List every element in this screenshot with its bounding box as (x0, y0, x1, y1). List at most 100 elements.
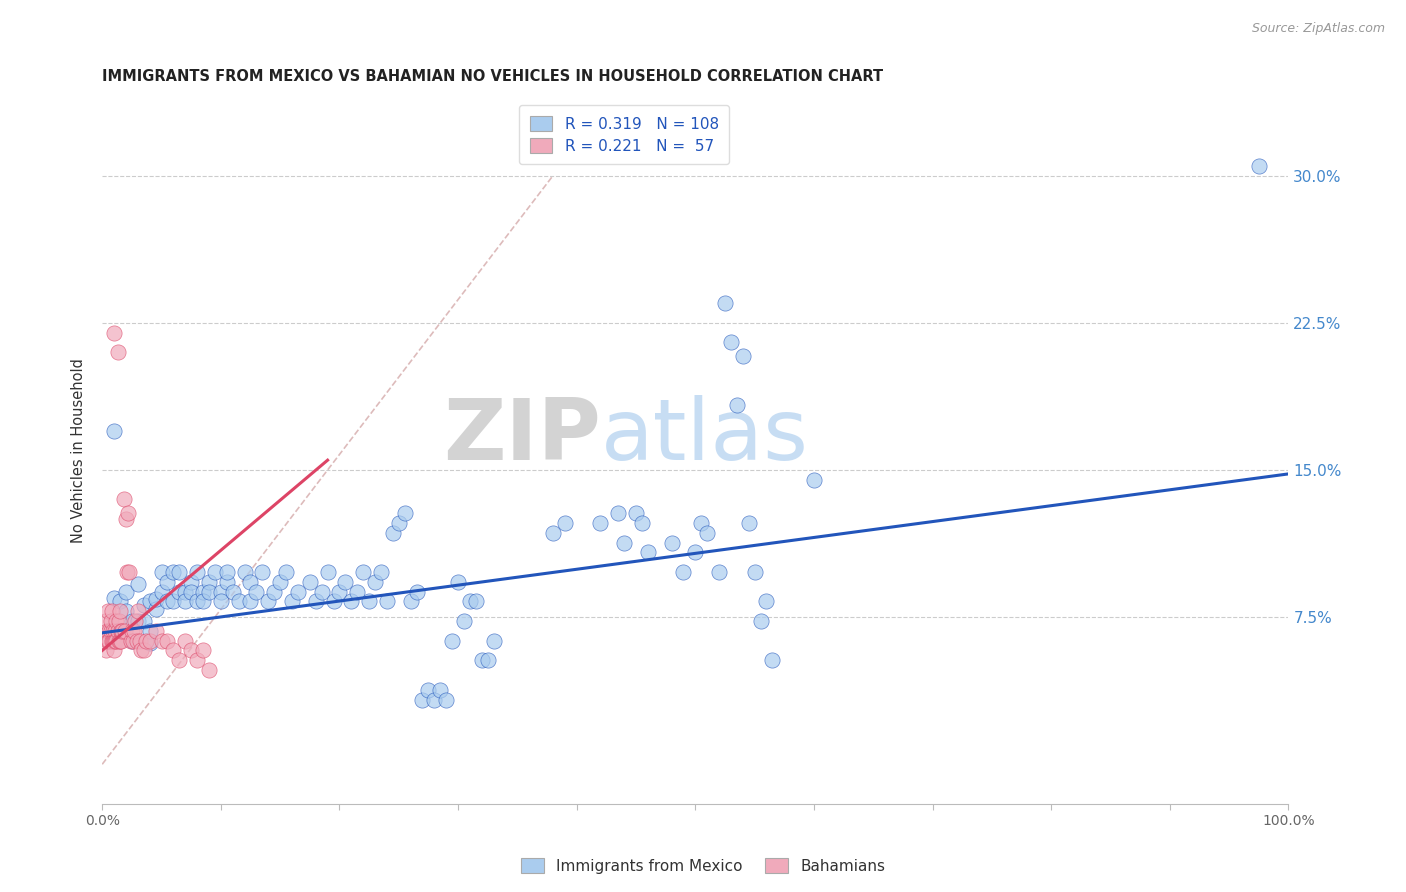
Point (744, 565, 766, 579)
Point (174, 584, 197, 599)
Point (121, 633, 143, 648)
Point (274, 565, 297, 579)
Point (115, 584, 138, 599)
Point (328, 584, 350, 599)
Point (103, 643, 125, 657)
Point (755, 594, 778, 608)
Point (464, 594, 486, 608)
Point (731, 349, 754, 363)
Point (340, 594, 363, 608)
Point (108, 594, 131, 608)
Point (150, 565, 173, 579)
Point (127, 604, 149, 618)
Point (138, 594, 160, 608)
Point (145, 592, 167, 607)
Point (115, 512, 138, 526)
Point (100, 633, 122, 648)
Point (186, 594, 208, 608)
Point (105, 633, 128, 648)
Point (169, 584, 191, 599)
Point (162, 643, 184, 657)
Point (156, 594, 179, 608)
Point (370, 565, 392, 579)
Point (132, 614, 155, 628)
Point (115, 604, 138, 618)
Point (228, 594, 250, 608)
Point (117, 506, 139, 520)
Point (105, 614, 128, 628)
Point (103, 591, 125, 605)
Point (453, 614, 475, 628)
Point (108, 604, 131, 618)
Point (145, 602, 167, 616)
Point (381, 525, 404, 540)
Point (132, 643, 155, 657)
Point (707, 565, 730, 579)
Point (215, 574, 238, 589)
Text: Source: ZipAtlas.com: Source: ZipAtlas.com (1251, 22, 1385, 36)
Point (174, 633, 197, 648)
Point (104, 633, 127, 648)
Point (169, 565, 191, 579)
Point (411, 692, 433, 706)
Point (222, 584, 245, 599)
Point (215, 565, 238, 579)
Point (186, 565, 208, 579)
Point (156, 633, 179, 648)
Point (118, 565, 141, 579)
Point (191, 594, 214, 608)
Point (97, 604, 120, 618)
Point (554, 516, 576, 530)
Point (125, 633, 148, 648)
Point (311, 584, 333, 599)
Point (441, 633, 464, 648)
Point (169, 653, 191, 667)
Point (198, 584, 221, 599)
Point (613, 535, 636, 549)
Point (388, 516, 411, 530)
Point (239, 574, 262, 589)
Point (434, 692, 457, 706)
Point (108, 614, 131, 628)
Point (269, 574, 291, 589)
Point (100, 614, 122, 628)
Point (661, 535, 683, 549)
Point (121, 624, 143, 638)
Point (162, 565, 184, 579)
Point (124, 614, 146, 628)
Legend: Immigrants from Mexico, Bahamians: Immigrants from Mexico, Bahamians (515, 852, 891, 880)
Point (180, 643, 202, 657)
Point (107, 624, 129, 638)
Point (129, 633, 152, 648)
Point (104, 624, 127, 638)
Point (346, 584, 368, 599)
Point (145, 624, 167, 638)
Point (281, 594, 304, 608)
Point (127, 576, 149, 591)
Point (115, 565, 138, 579)
Point (120, 633, 142, 648)
Point (624, 506, 647, 520)
Point (131, 643, 153, 657)
Point (180, 584, 202, 599)
Point (418, 682, 440, 697)
Point (685, 545, 707, 559)
Point (98, 633, 121, 648)
Text: IMMIGRANTS FROM MEXICO VS BAHAMIAN NO VEHICLES IN HOUSEHOLD CORRELATION CHART: IMMIGRANTS FROM MEXICO VS BAHAMIAN NO VE… (103, 69, 883, 84)
Point (174, 594, 197, 608)
Point (138, 624, 160, 638)
Point (122, 624, 145, 638)
Point (100, 624, 122, 638)
Point (316, 565, 339, 579)
Point (150, 633, 173, 648)
Point (720, 335, 742, 350)
Point (127, 614, 149, 628)
Point (738, 516, 761, 530)
Legend: R = 0.319   N = 108, R = 0.221   N =  57: R = 0.319 N = 108, R = 0.221 N = 57 (519, 105, 730, 164)
Point (239, 594, 262, 608)
Point (94, 643, 117, 657)
Point (135, 633, 157, 648)
Point (429, 682, 451, 697)
Point (186, 653, 208, 667)
Point (121, 614, 143, 628)
